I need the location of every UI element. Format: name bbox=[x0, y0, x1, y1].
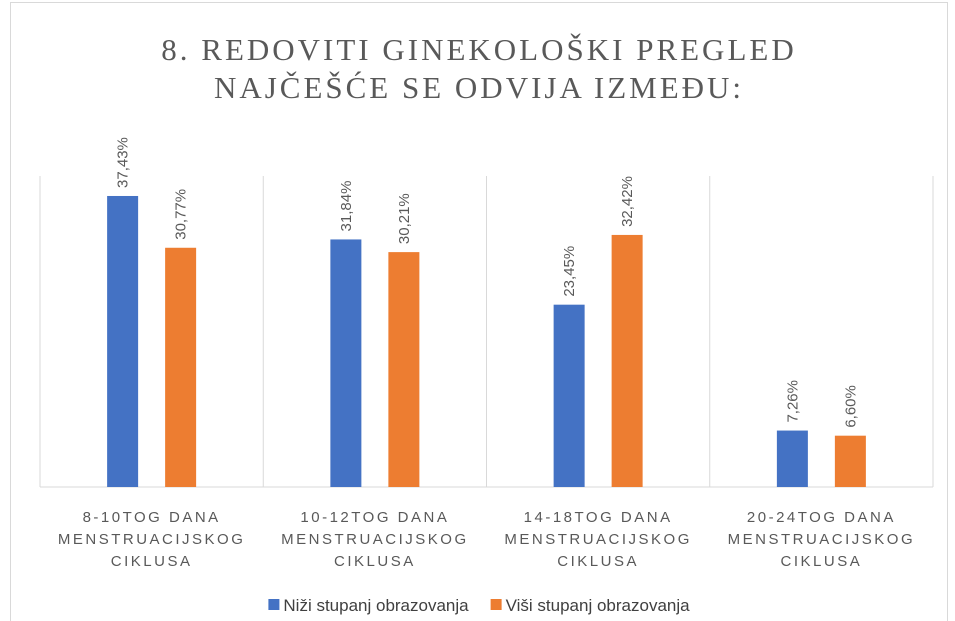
x-tick-label: 20-24TOG DANA MENSTRUACIJSKOG CIKLUSA bbox=[728, 509, 916, 570]
bar bbox=[165, 247, 197, 487]
value-label: 30,77% bbox=[173, 189, 190, 240]
bar bbox=[388, 252, 420, 487]
bar bbox=[107, 195, 139, 487]
value-label: 37,43% bbox=[115, 137, 132, 188]
bar bbox=[776, 430, 808, 487]
value-label: 7,26% bbox=[784, 380, 801, 423]
value-label: 31,84% bbox=[338, 181, 355, 232]
legend-swatch bbox=[268, 599, 280, 610]
legend-label: Viši stupanj obrazovanja bbox=[506, 596, 691, 615]
value-label: 23,45% bbox=[561, 246, 578, 297]
bar bbox=[834, 435, 866, 487]
value-label: 32,42% bbox=[619, 176, 636, 227]
bar bbox=[553, 304, 585, 487]
x-tick-label: 10-12TOG DANA MENSTRUACIJSKOG CIKLUSA bbox=[281, 509, 469, 570]
x-tick-label: 8-10TOG DANA MENSTRUACIJSKOG CIKLUSA bbox=[58, 509, 246, 570]
bar bbox=[611, 234, 643, 487]
legend-label: Niži stupanj obrazovanja bbox=[283, 596, 469, 615]
bar bbox=[330, 239, 362, 487]
value-label: 6,60% bbox=[842, 385, 859, 428]
value-label: 30,21% bbox=[396, 193, 413, 244]
x-tick-label: 14-18TOG DANA MENSTRUACIJSKOG CIKLUSA bbox=[504, 509, 692, 570]
legend-swatch bbox=[490, 599, 502, 610]
chart-title: 8. REDOVITI GINEKOLOŠKI PREGLED NAJČEŠĆE … bbox=[161, 32, 796, 105]
